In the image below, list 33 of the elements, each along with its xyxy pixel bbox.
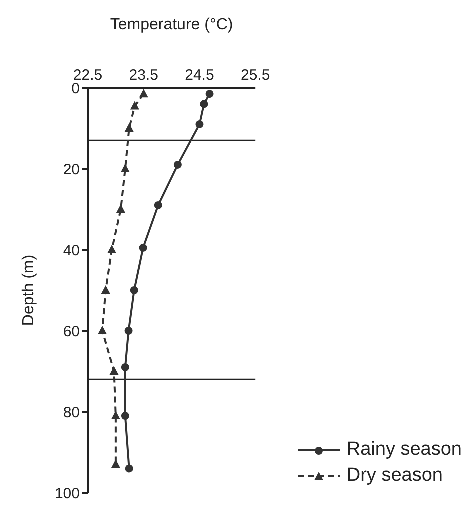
point <box>98 326 108 334</box>
point <box>200 100 208 108</box>
x-tick-label: 25.5 <box>240 67 270 84</box>
point <box>124 327 133 335</box>
y-tick-label: 40 <box>63 242 80 260</box>
point <box>139 244 148 252</box>
y-tick-label: 60 <box>63 323 80 340</box>
point <box>120 164 130 172</box>
point <box>110 366 119 375</box>
point <box>130 101 140 110</box>
x-axis-title: Temperature (°C) <box>110 16 234 34</box>
point <box>121 363 130 372</box>
point <box>108 245 117 254</box>
point <box>196 120 204 128</box>
legend-label: Dry season <box>346 464 444 488</box>
legend-label: Rainy season <box>346 438 462 462</box>
point <box>154 201 162 210</box>
x-tick-label: 23.5 <box>129 67 158 84</box>
point <box>139 89 148 98</box>
point <box>174 160 182 169</box>
point <box>130 286 138 294</box>
point <box>101 286 110 294</box>
y-tick-label: 20 <box>63 161 80 178</box>
y-tick-label: 100 <box>54 485 80 502</box>
point <box>121 412 130 420</box>
y-tick-label: 80 <box>63 404 80 422</box>
point <box>206 90 214 98</box>
point <box>124 124 134 132</box>
point <box>125 464 134 473</box>
point <box>111 411 120 420</box>
point <box>116 204 126 213</box>
y-axis-title: Depth (m) <box>20 254 38 326</box>
x-tick-label: 24.5 <box>185 67 214 84</box>
